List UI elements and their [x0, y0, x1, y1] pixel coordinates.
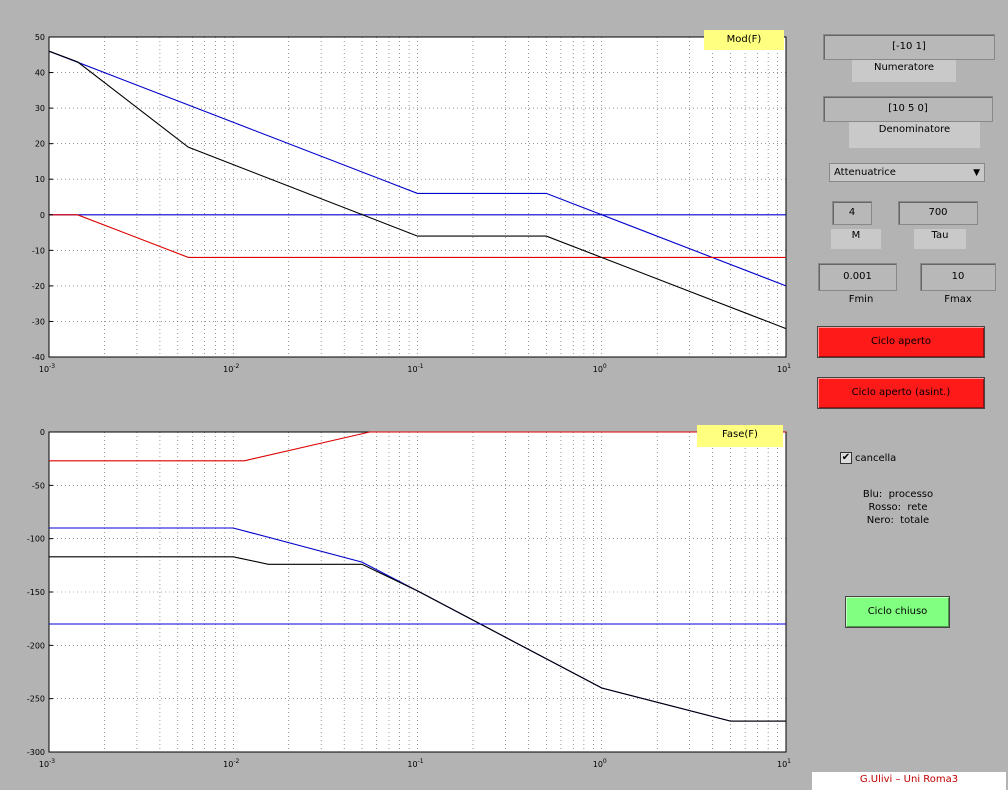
ciclo-aperto-button[interactable]: Ciclo aperto [817, 326, 985, 358]
y-tick-label: -100 [27, 535, 45, 544]
magnitude-plot-title: Mod(F) [704, 30, 784, 50]
y-tick-label: 20 [35, 140, 45, 149]
denominatore-label: Denominatore [849, 122, 980, 148]
phase-plot: Fase(F) [48, 425, 787, 753]
denominatore-field[interactable]: [10 5 0] [823, 96, 993, 122]
y-tick-label: -150 [27, 588, 45, 597]
fmin-label: Fmin [848, 294, 874, 305]
fmin-field[interactable]: 0.001 [818, 263, 897, 291]
ciclo-aperto-asint-button[interactable]: Ciclo aperto (asint.) [817, 377, 985, 409]
numeratore-field[interactable]: [-10 1] [823, 34, 995, 60]
tau-field[interactable]: 700 [898, 201, 978, 225]
legend-blu: Blu: processo [862, 489, 934, 500]
m-field[interactable]: 4 [832, 201, 872, 225]
cancella-checkbox[interactable]: ✔ cancella [840, 452, 896, 464]
x-tick-label: 10-1 [407, 758, 423, 769]
x-tick-label: 100 [593, 758, 607, 769]
x-tick-label: 10-3 [39, 758, 55, 769]
fmax-label: Fmax [944, 294, 972, 305]
legend-nero: Nero: totale [866, 515, 930, 526]
y-tick-label: 50 [35, 33, 45, 42]
magnitude-plot: Mod(F) [48, 30, 787, 358]
network-type-value: Attenuatrice [834, 167, 896, 178]
tau-label: Tau [914, 229, 966, 249]
y-tick-label: -30 [32, 317, 45, 326]
legend-rosso: Rosso: rete [868, 502, 928, 513]
series-line-red [49, 431, 786, 462]
y-tick-label: 0 [40, 428, 45, 437]
y-tick-label: -20 [32, 282, 45, 291]
series-line-red [49, 214, 786, 258]
y-tick-label: 30 [35, 104, 45, 113]
y-tick-label: -10 [32, 246, 45, 255]
y-tick-label: -50 [32, 481, 45, 490]
network-type-select[interactable]: Attenuatrice ▼ [829, 163, 985, 182]
magnitude-plot-svg [48, 36, 787, 358]
phase-plot-title: Fase(F) [697, 425, 783, 447]
x-tick-label: 100 [593, 363, 607, 374]
phase-plot-svg [48, 431, 787, 753]
x-tick-label: 10-1 [407, 363, 423, 374]
fmax-field[interactable]: 10 [920, 263, 996, 291]
checkmark-icon[interactable]: ✔ [840, 452, 852, 464]
x-tick-label: 10-3 [39, 363, 55, 374]
color-legend: Blu: processo Rosso: rete Nero: totale [838, 488, 958, 527]
y-tick-label: -250 [27, 695, 45, 704]
cancella-label: cancella [855, 453, 897, 464]
y-tick-label: -300 [27, 748, 45, 757]
y-tick-label: 10 [35, 175, 45, 184]
series-line-blue [48, 50, 787, 287]
y-tick-label: -200 [27, 641, 45, 650]
series-line-black [49, 556, 786, 722]
x-tick-label: 10-2 [223, 363, 239, 374]
x-tick-label: 10-2 [223, 758, 239, 769]
dropdown-arrow-icon[interactable]: ▼ [973, 168, 980, 178]
x-tick-label: 101 [777, 758, 791, 769]
y-tick-label: -40 [32, 353, 45, 362]
credit-label: G.Ulivi – Uni Roma3 [812, 772, 1006, 790]
numeratore-label: Numeratore [852, 60, 956, 82]
y-tick-label: 0 [40, 211, 45, 220]
y-tick-label: 40 [35, 69, 45, 78]
ciclo-chiuso-button[interactable]: Ciclo chiuso [845, 596, 950, 628]
m-label: M [831, 229, 881, 249]
series-line-black [48, 50, 787, 330]
plot-frame [48, 36, 787, 358]
x-tick-label: 101 [777, 363, 791, 374]
